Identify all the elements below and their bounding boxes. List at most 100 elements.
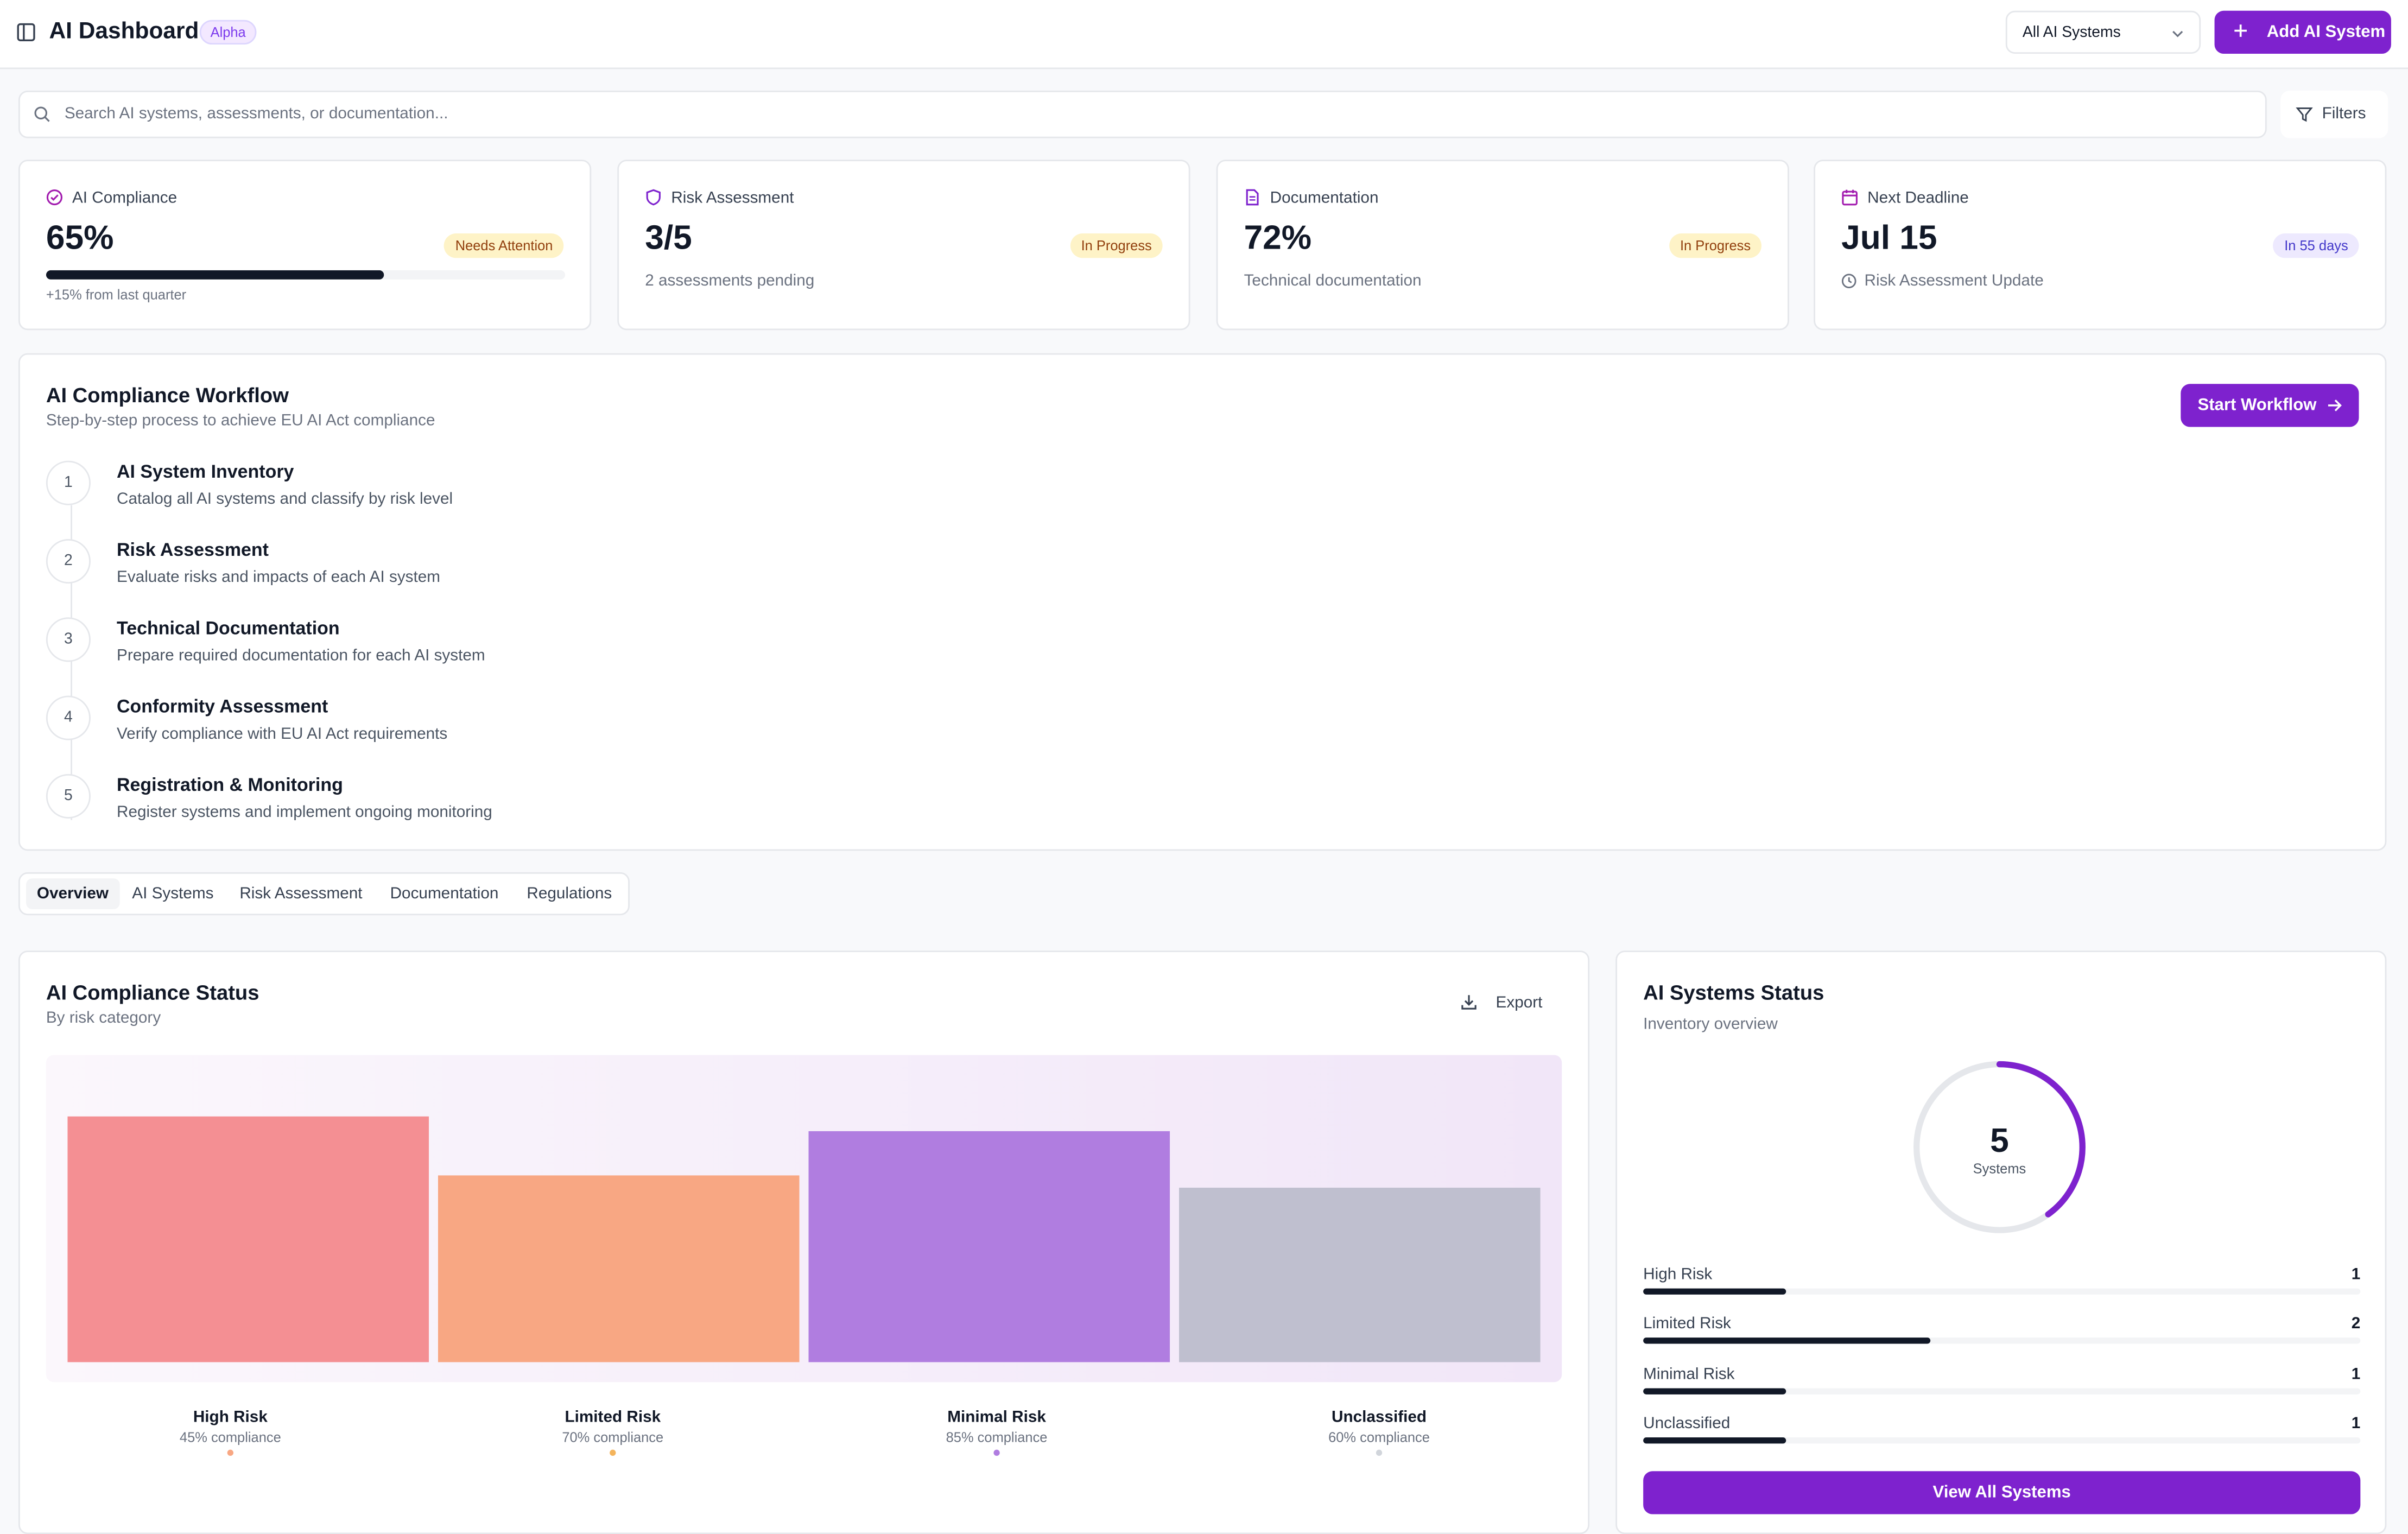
risk-bar (1643, 1288, 2361, 1295)
chevron-down-icon (2172, 30, 2183, 37)
tab-ai-systems[interactable]: AI Systems (132, 884, 214, 903)
risk-row: Limited Risk 2 (1643, 1314, 2361, 1348)
step-description: Prepare required documentation for each … (117, 646, 485, 665)
status-badge: In Progress (1669, 233, 1761, 258)
page-title: AI Dashboard (49, 18, 199, 45)
systems-status-card: AI Systems Status Inventory overview 5 S… (1615, 950, 2387, 1534)
risk-name: High Risk (1643, 1265, 1713, 1284)
chart-bar-unclassified (1179, 1188, 1541, 1362)
workflow-step[interactable]: 2 Risk Assessment Evaluate risks and imp… (46, 539, 1275, 610)
stat-subtext: 2 assessments pending (645, 271, 815, 290)
category-name: Limited Risk (565, 1408, 661, 1427)
status-badge: Needs Attention (444, 233, 564, 258)
stat-subtext: Technical documentation (1244, 271, 1422, 290)
filters-label: Filters (2322, 104, 2366, 123)
risk-name: Unclassified (1643, 1414, 1731, 1433)
tab-documentation[interactable]: Documentation (390, 884, 499, 903)
workflow-step[interactable]: 4 Conformity Assessment Verify complianc… (46, 695, 1275, 766)
step-description: Verify compliance with EU AI Act require… (117, 725, 448, 744)
category-name: Unclassified (1332, 1408, 1427, 1427)
stat-label: Documentation (1270, 188, 1379, 207)
chart-category: Minimal Risk 85% compliance (815, 1408, 1178, 1456)
system-select-value: All AI Systems (2022, 24, 2121, 42)
risk-bar-fill (1643, 1338, 1930, 1344)
compliance-status-subtitle: By risk category (46, 1009, 161, 1028)
add-ai-system-button[interactable]: Add AI System (2214, 10, 2391, 54)
category-dot (993, 1449, 1000, 1456)
workflow-connector-line (71, 505, 72, 820)
step-title: AI System Inventory (117, 460, 294, 483)
step-title: Registration & Monitoring (117, 774, 343, 796)
risk-count: 1 (2351, 1265, 2361, 1284)
risk-name: Minimal Risk (1643, 1365, 1735, 1384)
stat-label: Risk Assessment (671, 188, 794, 207)
risk-row: Unclassified 1 (1643, 1414, 2361, 1448)
search-input[interactable]: Search AI systems, assessments, or docum… (18, 90, 2267, 138)
systems-status-subtitle: Inventory overview (1643, 1015, 1778, 1034)
risk-bar (1643, 1437, 2361, 1444)
start-workflow-button[interactable]: Start Workflow (2181, 384, 2359, 427)
alpha-badge: Alpha (199, 20, 257, 45)
workflow-step[interactable]: 5 Registration & Monitoring Register sys… (46, 774, 1275, 845)
arrow-right-icon (2328, 400, 2342, 411)
step-number: 4 (46, 695, 91, 740)
step-description: Register systems and implement ongoing m… (117, 803, 492, 822)
category-dot (610, 1449, 616, 1456)
category-compliance: 45% compliance (179, 1429, 281, 1446)
chart-category: High Risk 45% compliance (49, 1408, 412, 1456)
search-placeholder: Search AI systems, assessments, or docum… (64, 104, 448, 123)
step-title: Technical Documentation (117, 617, 340, 639)
step-number: 2 (46, 539, 91, 584)
chart-bar-high-risk (67, 1116, 429, 1362)
plus-icon (2234, 24, 2247, 37)
stat-value: 65% (46, 218, 114, 257)
export-label: Export (1496, 993, 1543, 1012)
stat-card-ai-compliance: AI Compliance 65% Needs Attention +15% f… (18, 160, 592, 331)
chart-bar-minimal-risk (808, 1131, 1170, 1362)
category-compliance: 60% compliance (1328, 1429, 1430, 1446)
stat-subtext: +15% from last quarter (46, 287, 187, 303)
risk-bar-fill (1643, 1437, 1787, 1444)
workflow-step[interactable]: 3 Technical Documentation Prepare requir… (46, 617, 1275, 688)
system-select[interactable]: All AI Systems (2005, 10, 2201, 54)
risk-name: Limited Risk (1643, 1314, 1731, 1333)
systems-total-label: Systems (1973, 1161, 2026, 1177)
stat-value: Jul 15 (1841, 218, 1937, 257)
status-badge: In 55 days (2273, 233, 2359, 258)
category-name: High Risk (193, 1408, 268, 1427)
stat-card-next-deadline: Next Deadline Jul 15 In 55 days Risk Ass… (1814, 160, 2387, 331)
tab-overview[interactable]: Overview (26, 878, 119, 909)
systems-donut-chart (1913, 1061, 2086, 1233)
top-header: AI Dashboard Alpha All AI Systems Add AI… (0, 0, 2408, 69)
workflow-step[interactable]: 1 AI System Inventory Catalog all AI sys… (46, 460, 1275, 531)
risk-row: High Risk 1 (1643, 1265, 2361, 1299)
workflow-title: AI Compliance Workflow (46, 384, 289, 407)
risk-count: 1 (2351, 1365, 2361, 1384)
stat-label: AI Compliance (72, 188, 178, 207)
compliance-progress-bar (46, 270, 566, 280)
view-all-systems-button[interactable]: View All Systems (1643, 1471, 2361, 1514)
filters-button[interactable]: Filters (2280, 90, 2388, 138)
stat-value: 72% (1244, 218, 1312, 257)
workflow-subtitle: Step-by-step process to achieve EU AI Ac… (46, 411, 435, 430)
donut-arc (1913, 1061, 2086, 1233)
filter-icon (2296, 107, 2313, 122)
risk-bar (1643, 1388, 2361, 1394)
step-title: Conformity Assessment (117, 695, 328, 718)
tab-risk-assessment[interactable]: Risk Assessment (239, 884, 363, 903)
search-icon (34, 106, 50, 122)
shield-icon (646, 189, 661, 206)
compliance-status-title: AI Compliance Status (46, 981, 259, 1005)
compliance-bar-chart (67, 1116, 1541, 1362)
risk-count: 2 (2351, 1314, 2361, 1333)
compliance-workflow-card: AI Compliance Workflow Step-by-step proc… (18, 353, 2387, 851)
start-workflow-label: Start Workflow (2197, 396, 2317, 415)
compliance-progress-fill (46, 270, 384, 280)
systems-total: 5 (1990, 1121, 2009, 1159)
sidebar-toggle-icon[interactable] (17, 23, 35, 41)
document-icon (1246, 189, 1259, 206)
category-dot (227, 1449, 234, 1456)
tab-regulations[interactable]: Regulations (527, 884, 612, 903)
stat-label: Next Deadline (1867, 188, 1969, 207)
